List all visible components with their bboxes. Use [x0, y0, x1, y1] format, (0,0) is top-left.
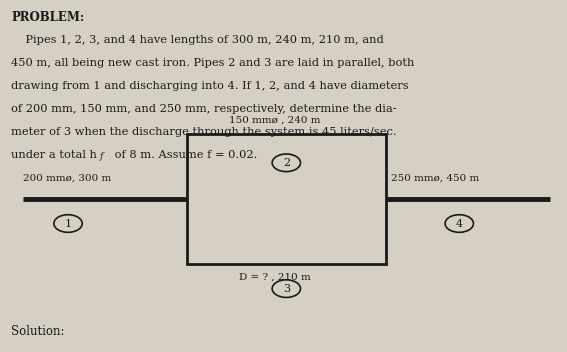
Text: of 200 mm, 150 mm, and 250 mm, respectively, determine the dia-: of 200 mm, 150 mm, and 250 mm, respectiv… [11, 104, 397, 114]
Text: Pipes 1, 2, 3, and 4 have lengths of 300 m, 240 m, 210 m, and: Pipes 1, 2, 3, and 4 have lengths of 300… [11, 35, 384, 45]
Text: Solution:: Solution: [11, 325, 65, 338]
Text: 4: 4 [456, 219, 463, 228]
Text: 150 mmø , 240 m: 150 mmø , 240 m [229, 116, 321, 125]
Text: under a total h: under a total h [11, 150, 97, 159]
Text: 3: 3 [283, 284, 290, 294]
Text: 1: 1 [65, 219, 71, 228]
Text: 200 mmø, 300 m: 200 mmø, 300 m [23, 174, 111, 183]
Text: drawing from 1 and discharging into 4. If 1, 2, and 4 have diameters: drawing from 1 and discharging into 4. I… [11, 81, 409, 91]
Text: 450 m, all being new cast iron. Pipes 2 and 3 are laid in parallel, both: 450 m, all being new cast iron. Pipes 2 … [11, 58, 414, 68]
Text: 250 mmø, 450 m: 250 mmø, 450 m [391, 174, 480, 183]
Text: of 8 m. Assume f = 0.02.: of 8 m. Assume f = 0.02. [111, 150, 257, 159]
Text: PROBLEM:: PROBLEM: [11, 11, 84, 24]
Text: f: f [99, 152, 103, 162]
Text: 2: 2 [283, 158, 290, 168]
Text: meter of 3 when the discharge through the system is 45 liters/sec.: meter of 3 when the discharge through th… [11, 127, 397, 137]
Text: D = ? , 210 m: D = ? , 210 m [239, 273, 311, 282]
